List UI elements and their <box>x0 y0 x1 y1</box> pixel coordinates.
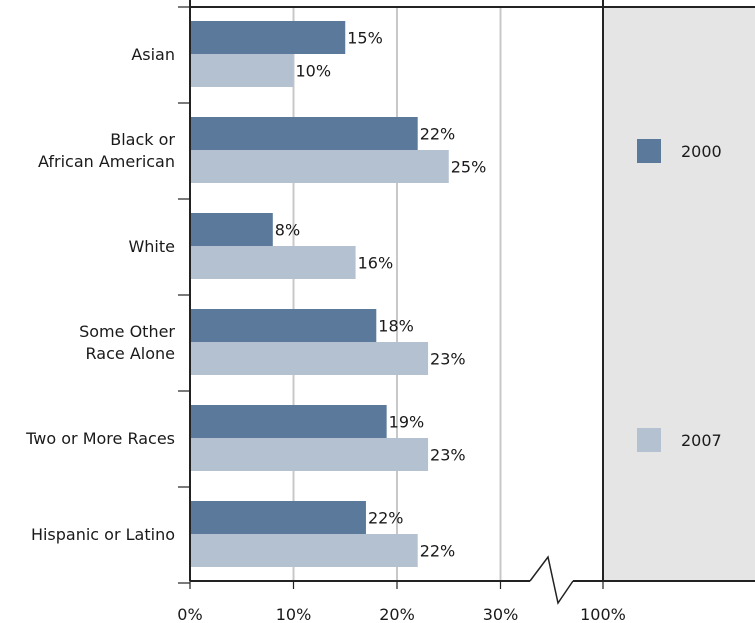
legend-swatch-2007 <box>637 428 661 452</box>
category-label: Some Other <box>79 322 175 341</box>
bar-2000 <box>190 117 418 150</box>
data-label: 23% <box>430 350 466 369</box>
bar-2007 <box>190 150 449 183</box>
legend-label: 2000 <box>681 142 722 161</box>
category-label: Hispanic or Latino <box>31 525 175 544</box>
data-label: 8% <box>275 221 300 240</box>
x-tick-label: 10% <box>276 605 312 623</box>
data-label: 22% <box>420 542 456 561</box>
x-tick-label: 100% <box>580 605 626 623</box>
data-label: 18% <box>378 317 414 336</box>
axis-break <box>529 555 574 605</box>
x-tick-label: 0% <box>177 605 202 623</box>
bar-2007 <box>190 54 294 87</box>
bar-2000 <box>190 309 377 342</box>
bar-2007 <box>190 246 356 279</box>
category-label: Race Alone <box>86 344 175 363</box>
legend-label: 2007 <box>681 431 722 450</box>
data-label: 23% <box>430 446 466 465</box>
category-label: White <box>128 237 175 256</box>
data-label: 25% <box>451 158 487 177</box>
bar-2000 <box>190 501 366 534</box>
data-label: 15% <box>347 29 383 48</box>
data-label: 22% <box>368 509 404 528</box>
data-label: 10% <box>296 62 332 81</box>
bar-2000 <box>190 21 346 54</box>
category-label: Two or More Races <box>25 429 175 448</box>
bar-2000 <box>190 405 387 438</box>
bar-2000 <box>190 213 273 246</box>
data-label: 22% <box>420 125 456 144</box>
data-label: 19% <box>389 413 425 432</box>
data-label: 16% <box>358 254 394 273</box>
category-label: Asian <box>131 45 175 64</box>
legend-swatch-2000 <box>637 139 661 163</box>
x-tick-label: 30% <box>483 605 519 623</box>
bar-2007 <box>190 534 418 567</box>
bar-2007 <box>190 438 429 471</box>
legend-panel <box>603 7 755 581</box>
category-label: African American <box>38 152 175 171</box>
bar-2007 <box>190 342 429 375</box>
category-label: Black or <box>110 130 175 149</box>
x-tick-label: 20% <box>379 605 415 623</box>
